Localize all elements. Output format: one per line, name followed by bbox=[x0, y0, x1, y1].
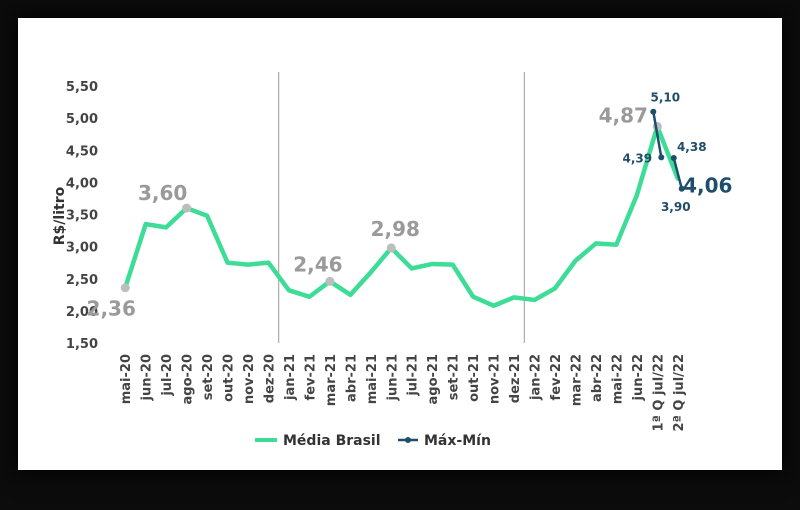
x-tick-label: jul-21 bbox=[406, 354, 421, 397]
max-min-segment bbox=[652, 111, 663, 158]
x-tick-label: ago-21 bbox=[426, 354, 441, 405]
x-tick-label: jun-21 bbox=[385, 354, 400, 401]
data-label: 5,10 bbox=[650, 91, 680, 105]
max-min-segment bbox=[672, 157, 683, 190]
series-max-min bbox=[650, 108, 685, 192]
x-tick-label: jul-20 bbox=[160, 354, 175, 397]
y-tick-label: 2,00 bbox=[66, 305, 98, 320]
x-tick-label: ago-20 bbox=[181, 354, 196, 405]
data-label: 3,90 bbox=[661, 200, 691, 214]
max-min-marker bbox=[650, 108, 657, 115]
legend: Média Brasil Máx-Mín bbox=[255, 433, 491, 449]
x-tick-labels: mai-20 jun-20 jul-20 ago-20 set-20 out-20 nov-… bbox=[119, 354, 687, 432]
x-tick-label: abr-22 bbox=[590, 354, 605, 402]
y-tick-label: 5,50 bbox=[66, 80, 98, 95]
media-brasil-line bbox=[122, 124, 681, 308]
x-tick-label: dez-21 bbox=[508, 354, 523, 403]
media-brasil-marker bbox=[120, 283, 130, 293]
legend-label-media-brasil: Média Brasil bbox=[283, 433, 381, 449]
data-label: 2,98 bbox=[371, 217, 420, 241]
x-tick-label: jun-22 bbox=[631, 354, 646, 401]
x-tick-label: fev-22 bbox=[549, 354, 564, 400]
y-tick-label: 4,00 bbox=[66, 176, 98, 191]
x-tick-label: mai-22 bbox=[610, 354, 625, 404]
x-tick-label: set-20 bbox=[201, 354, 216, 400]
x-tick-label: fev-21 bbox=[303, 354, 318, 400]
x-tick-label: 1ª Q jul/22 bbox=[651, 354, 666, 432]
x-tick-label: nov-20 bbox=[242, 354, 257, 404]
data-label: 4,87 bbox=[599, 103, 648, 127]
media-brasil-marker bbox=[182, 203, 192, 213]
data-label: 4,06 bbox=[683, 174, 732, 198]
chart-card bbox=[18, 18, 782, 470]
x-tick-label: dez-20 bbox=[262, 354, 277, 403]
data-label: 3,60 bbox=[138, 181, 187, 205]
data-label: 2,36 bbox=[87, 297, 136, 321]
media-brasil-marker bbox=[325, 276, 335, 286]
x-tick-label: set-21 bbox=[447, 354, 462, 400]
x-tick-label: mai-21 bbox=[365, 354, 380, 404]
y-tick-label: 2,50 bbox=[66, 273, 98, 288]
data-labels: 2,36 3,60 2,46 2,98 4,875,10 4,39 4,38 3,90 4,06 bbox=[87, 91, 733, 321]
y-tick-label: 5,00 bbox=[66, 112, 98, 127]
data-label: 4,39 bbox=[622, 151, 652, 165]
data-label: 4,38 bbox=[677, 140, 707, 154]
x-tick-label: nov-21 bbox=[488, 354, 503, 404]
x-tick-label: mai-20 bbox=[119, 354, 134, 404]
y-tick-label: 3,50 bbox=[66, 209, 98, 224]
y-tick-labels: 5,50 5,00 4,50 4,00 3,50 3,00 2,50 2,00 1,50 bbox=[66, 80, 98, 352]
x-tick-label: jan-22 bbox=[529, 354, 544, 401]
max-min-marker bbox=[670, 154, 677, 161]
max-min-marker bbox=[658, 154, 665, 161]
data-label: 2,46 bbox=[293, 252, 342, 276]
series-media-brasil bbox=[120, 121, 681, 308]
x-tick-label: jun-20 bbox=[140, 354, 155, 401]
x-tick-label: out-21 bbox=[467, 354, 482, 402]
x-tick-label: jan-21 bbox=[283, 354, 298, 401]
x-tick-label: out-20 bbox=[222, 354, 237, 402]
x-tick-label: mar-21 bbox=[324, 354, 339, 406]
y-axis-label: R$/litro bbox=[52, 186, 68, 245]
x-tick-label: mar-22 bbox=[569, 354, 584, 406]
media-brasil-marker bbox=[386, 243, 396, 253]
y-tick-label: 4,50 bbox=[66, 144, 98, 159]
x-tick-label: abr-21 bbox=[344, 354, 359, 402]
x-tick-label: 2ª Q jul/22 bbox=[672, 354, 687, 432]
max-min-marker bbox=[678, 185, 685, 192]
y-tick-label: 1,50 bbox=[66, 337, 98, 352]
legend-label-max-min: Máx-Mín bbox=[424, 433, 491, 449]
legend-marker-max-min bbox=[405, 437, 411, 443]
y-tick-label: 3,00 bbox=[66, 241, 98, 256]
